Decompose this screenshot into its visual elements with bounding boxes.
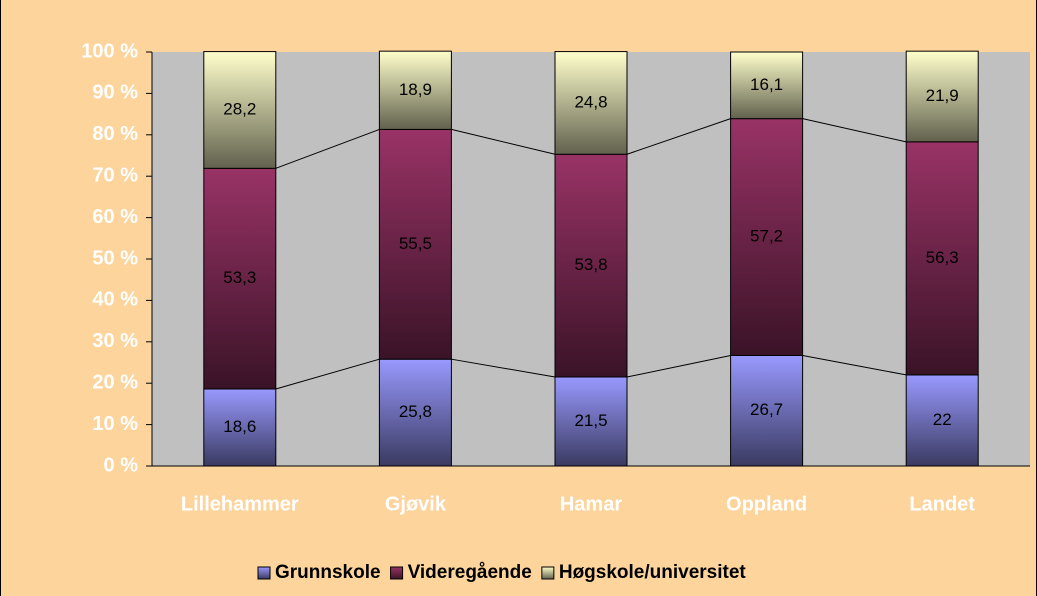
bar-segment (378, 128, 452, 360)
value-label: 53,3 (223, 268, 256, 287)
bar-segment (203, 51, 277, 169)
y-tick-label: 100 % (81, 40, 138, 62)
y-tick-label: 10 % (92, 413, 138, 435)
value-label: 56,3 (926, 248, 959, 267)
series-line (275, 128, 380, 169)
series-line (802, 118, 907, 143)
bar-segment (554, 153, 628, 378)
series-line (626, 354, 731, 378)
value-label: 21,9 (926, 86, 959, 105)
bar-segment (905, 141, 979, 376)
y-tick-label: 90 % (92, 82, 138, 104)
y-tick-label: 0 % (104, 454, 139, 476)
series-line (451, 128, 556, 155)
value-label: 26,7 (750, 400, 783, 419)
bar-segment (378, 358, 452, 467)
value-label: 16,1 (750, 75, 783, 94)
bar-segment (730, 118, 804, 356)
bar-segment (554, 51, 628, 155)
legend-swatch (390, 566, 404, 580)
value-label: 53,8 (574, 255, 607, 274)
value-label: 24,8 (574, 92, 607, 111)
legend-label: Grunnskole (275, 562, 381, 583)
series-line (275, 358, 380, 390)
bar-segment (730, 51, 804, 120)
value-label: 55,5 (399, 234, 432, 253)
x-tick-label: Hamar (560, 493, 622, 515)
bar-segment (905, 374, 979, 467)
bar-segment (730, 354, 804, 467)
value-label: 28,2 (223, 99, 256, 118)
series-line (451, 358, 556, 378)
bar-segment (378, 50, 452, 130)
y-tick-label: 20 % (92, 371, 138, 393)
x-tick-label: Landet (909, 493, 975, 515)
y-tick-label: 30 % (92, 330, 138, 352)
y-tick-label: 80 % (92, 123, 138, 145)
x-tick-label: Lillehammer (181, 493, 299, 515)
legend-swatch (257, 566, 271, 580)
y-tick-label: 50 % (92, 247, 138, 269)
legend-swatch (541, 566, 555, 580)
value-label: 21,5 (574, 411, 607, 430)
x-tick-label: Gjøvik (385, 493, 447, 515)
x-tick-label: Oppland (726, 493, 807, 515)
value-label: 25,8 (399, 402, 432, 421)
bar-segment (905, 50, 979, 143)
bar-segment (203, 167, 277, 390)
legend-label: Videregående (408, 562, 532, 583)
y-tick-label: 60 % (92, 206, 138, 228)
series-line (626, 118, 731, 155)
value-label: 57,2 (750, 227, 783, 246)
value-label: 22 (933, 410, 952, 429)
series-line (802, 354, 907, 376)
value-label: 18,9 (399, 80, 432, 99)
y-tick-label: 40 % (92, 289, 138, 311)
y-tick-label: 70 % (92, 164, 138, 186)
legend-label: Høgskole/universitet (559, 562, 747, 583)
bar-segment (554, 376, 628, 467)
value-label: 18,6 (223, 417, 256, 436)
